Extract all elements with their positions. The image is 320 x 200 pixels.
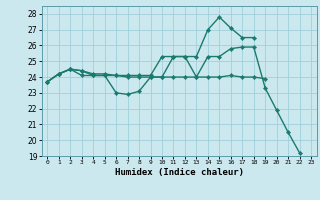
X-axis label: Humidex (Indice chaleur): Humidex (Indice chaleur)	[115, 168, 244, 177]
